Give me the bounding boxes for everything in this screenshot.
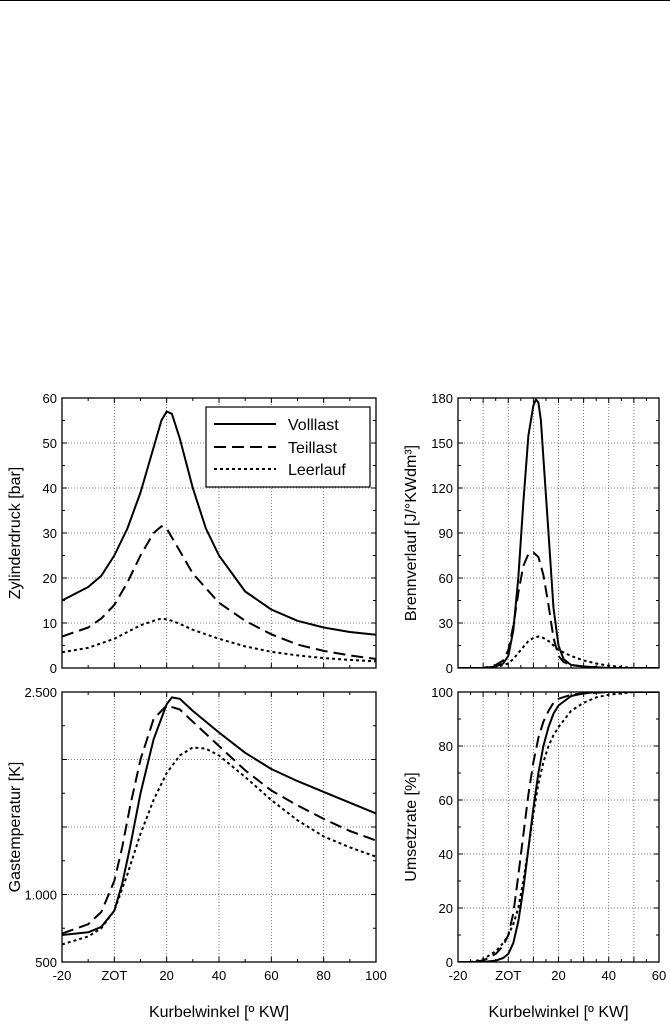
legend: Volllast Teillast Leerlauf	[205, 406, 371, 488]
x-tick-label: 100	[365, 968, 387, 983]
x-tick-label: 20	[159, 968, 173, 983]
series-line-volllast	[62, 410, 376, 636]
y-axis-title: Gastemperatur [K]	[7, 762, 24, 893]
y-axis-title: Zylinderdruck [bar]	[7, 467, 24, 600]
y-tick-label: 60	[439, 571, 453, 586]
panel-zylinderdruck: 0 10 20 30 40 50 60 Zylinderdruck [bar]	[7, 391, 377, 676]
y-tick-label: 60	[439, 793, 453, 808]
panel-brennverlauf: 0 30 60 90 120 150 180 Brennverlauf [J/°KWdm³]	[403, 391, 660, 676]
y-tick-label: 20	[439, 901, 453, 916]
x-tick-label: 80	[316, 968, 330, 983]
y-tick-label: 90	[439, 526, 453, 541]
panel-gastemperatur: -20 ZOT 20 40 60 80 100 500 1.000 2.500 Gastempera…	[7, 685, 387, 1021]
legend-label-leerlauf: Leerlauf	[288, 462, 346, 479]
y-tick-label: 10	[43, 616, 57, 631]
panel-umsetzrate: -20 ZOT 20 40 60 0 20 40 60 80 100 Umsetzrate [%] Ku…	[403, 685, 666, 1021]
y-tick-label: 50	[43, 436, 57, 451]
y-tick-label: 40	[43, 481, 57, 496]
series-line-teillast	[458, 551, 659, 668]
x-tick-label: -20	[53, 968, 72, 983]
y-tick-label: 0	[446, 661, 453, 676]
series-line-leerlauf	[62, 746, 376, 946]
x-tick-label: -20	[449, 968, 468, 983]
x-tick-label: 20	[551, 968, 565, 983]
y-tick-label: 100	[431, 685, 453, 700]
y-tick-label: 180	[431, 391, 453, 406]
series-line-teillast	[62, 525, 376, 660]
y-axis-title: Umsetzrate [%]	[403, 772, 420, 881]
x-tick-label: 40	[602, 968, 616, 983]
top-rule	[0, 0, 670, 1]
y-tick-label: 0	[446, 955, 453, 970]
legend-label-teillast: Teillast	[288, 440, 337, 457]
x-axis-title: Kurbelwinkel [º KW]	[149, 1004, 289, 1021]
series-line-teillast	[62, 704, 376, 935]
x-tick-label: 40	[212, 968, 226, 983]
y-tick-label: 1.000	[24, 888, 57, 903]
x-axis-title: Kurbelwinkel [º KW]	[488, 1004, 628, 1021]
y-tick-label: 0	[50, 661, 57, 676]
x-tick-label: ZOT	[495, 968, 521, 983]
legend-label-volllast: Volllast	[288, 417, 339, 434]
y-tick-label: 80	[439, 739, 453, 754]
series-line-leerlauf	[458, 692, 659, 962]
x-tick-label: 60	[652, 968, 666, 983]
series-line-leerlauf	[62, 617, 376, 663]
y-tick-label: 60	[43, 391, 57, 406]
x-tick-label: 60	[264, 968, 278, 983]
y-tick-label: 30	[43, 526, 57, 541]
y-tick-label: 20	[43, 571, 57, 586]
y-tick-label: 40	[439, 847, 453, 862]
y-axis-title: Brennverlauf [J/°KWdm³]	[403, 445, 420, 621]
x-tick-label: ZOT	[101, 968, 127, 983]
series-line-teillast	[458, 692, 659, 962]
y-tick-label: 120	[431, 481, 453, 496]
y-tick-label: 500	[35, 955, 57, 970]
y-tick-label: 150	[431, 436, 453, 451]
series-line-volllast	[62, 696, 376, 936]
y-tick-label: 2.500	[24, 685, 57, 700]
y-tick-label: 30	[439, 616, 453, 631]
series-line-volllast	[458, 692, 659, 962]
